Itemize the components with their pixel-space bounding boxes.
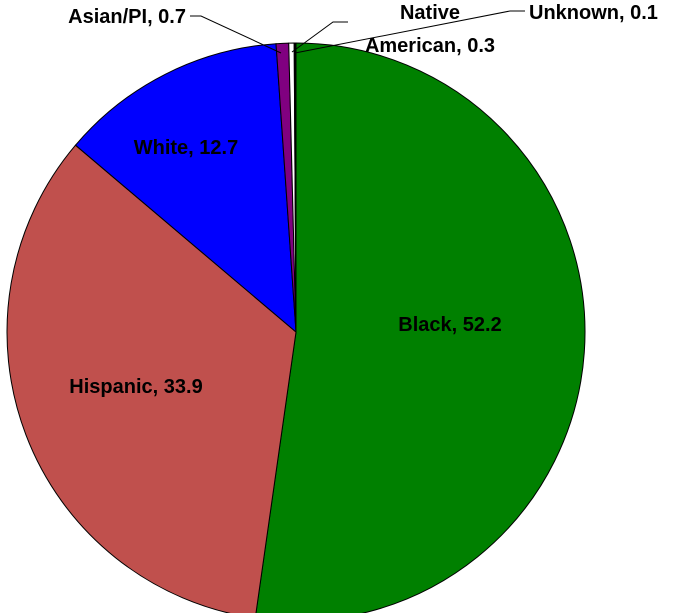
label-black: Black, 52.2 <box>398 314 501 336</box>
label-native-american-line2: American, 0.3 <box>365 35 495 57</box>
pie-slices <box>6 42 586 613</box>
pie-slice-unknown <box>293 42 297 333</box>
label-white: White, 12.7 <box>134 137 238 159</box>
pie-slice-hispanic <box>6 144 297 613</box>
label-asian-pi: Asian/PI, 0.7 <box>68 6 186 28</box>
leader-line-native-american <box>291 21 348 53</box>
label-native-american-line1: Native <box>400 2 460 24</box>
pie-slice-black <box>255 42 586 613</box>
label-unknown: Unknown, 0.1 <box>529 2 658 24</box>
pie-slice-white <box>74 43 297 334</box>
leader-line-unknown <box>294 10 525 54</box>
leader-line-asian-pi <box>190 15 282 54</box>
label-hispanic: Hispanic, 33.9 <box>69 376 202 398</box>
